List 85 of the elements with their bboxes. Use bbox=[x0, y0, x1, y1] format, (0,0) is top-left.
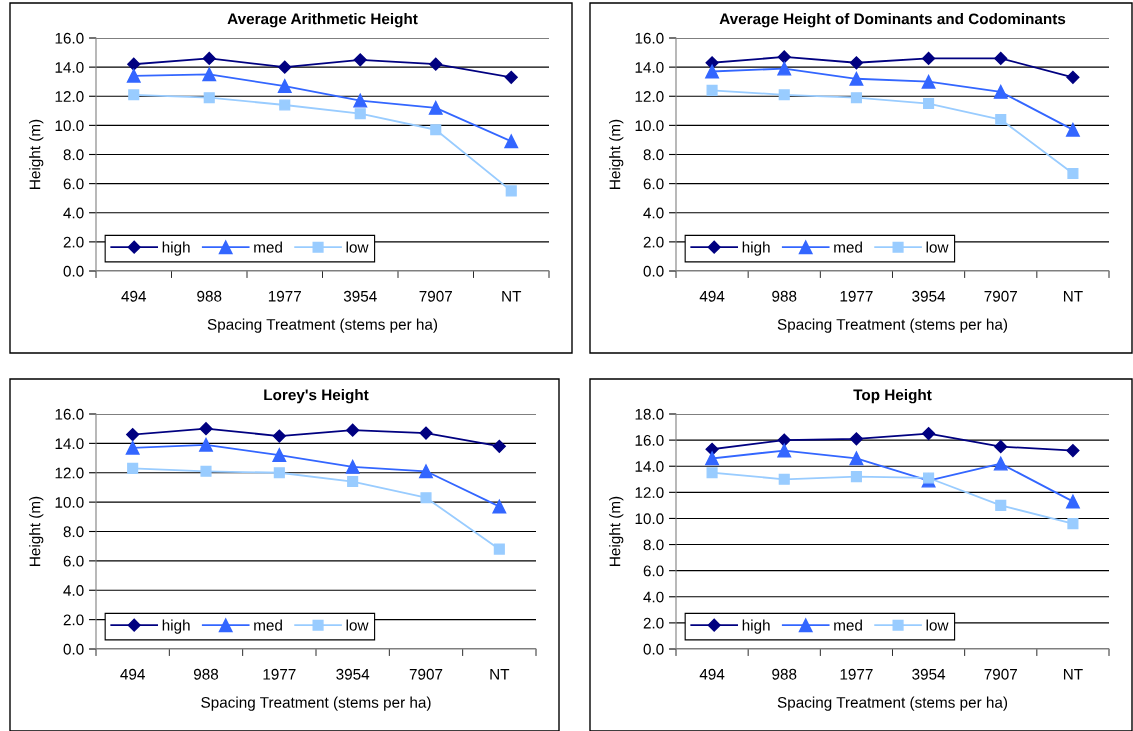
legend-label: low bbox=[346, 619, 369, 631]
y-tick-label: 8.0 bbox=[63, 526, 84, 538]
y-tick-label: 10.0 bbox=[55, 120, 84, 132]
x-tick-label: 494 bbox=[699, 290, 725, 302]
y-tick-label: 16.0 bbox=[55, 32, 84, 44]
x-tick-label: 3954 bbox=[343, 290, 377, 302]
y-axis-title: Height (m) bbox=[29, 119, 44, 189]
chart-title: Lorey's Height bbox=[264, 389, 369, 404]
x-tick-label: 988 bbox=[193, 668, 219, 680]
y-tick-label: 14.0 bbox=[55, 61, 84, 73]
x-tick-label: 494 bbox=[120, 668, 145, 680]
legend-label: high bbox=[742, 619, 770, 634]
y-tick-label: 14.0 bbox=[55, 438, 84, 450]
y-tick-label: 4.0 bbox=[643, 591, 664, 603]
x-tick-label: 7907 bbox=[419, 290, 452, 302]
legend-label: med bbox=[834, 619, 862, 631]
y-tick-label: 12.0 bbox=[635, 91, 664, 102]
y-tick-label: 12.0 bbox=[55, 91, 84, 102]
y-axis-title: Height (m) bbox=[609, 119, 624, 189]
legend-label: high bbox=[162, 241, 190, 256]
legend-label: low bbox=[346, 241, 369, 253]
legend-label: med bbox=[254, 619, 282, 631]
x-tick-label: 988 bbox=[772, 668, 797, 680]
chart-title: Top Height bbox=[853, 389, 932, 404]
y-tick-label: 16.0 bbox=[635, 434, 664, 446]
x-axis-title: Spacing Treatment (stems per ha) bbox=[207, 318, 438, 333]
x-axis-title: Spacing Treatment (stems per ha) bbox=[777, 696, 1008, 711]
y-tick-label: 8.0 bbox=[643, 149, 664, 161]
y-tick-label: 0.0 bbox=[643, 265, 664, 277]
y-axis-title: Height (m) bbox=[29, 496, 44, 566]
y-tick-label: 14.0 bbox=[635, 461, 664, 472]
y-tick-label: 8.0 bbox=[643, 539, 664, 551]
y-tick-label: 12.0 bbox=[55, 467, 84, 479]
x-tick-label: 1977 bbox=[840, 668, 873, 680]
y-tick-label: 16.0 bbox=[635, 32, 664, 44]
y-tick-label: 4.0 bbox=[63, 585, 84, 596]
y-tick-label: 2.0 bbox=[643, 617, 664, 629]
x-tick-label: 494 bbox=[121, 290, 147, 302]
x-tick-label: 3954 bbox=[336, 668, 370, 680]
x-axis-title: Spacing Treatment (stems per ha) bbox=[201, 696, 431, 711]
x-tick-label: 1977 bbox=[840, 290, 873, 302]
y-tick-label: 8.0 bbox=[63, 149, 84, 161]
x-tick-label: 494 bbox=[699, 668, 725, 680]
x-tick-label: 3954 bbox=[912, 668, 946, 680]
x-tick-label: 7907 bbox=[984, 290, 1017, 302]
y-tick-label: 18.0 bbox=[635, 408, 664, 420]
legend-label: med bbox=[834, 241, 862, 253]
y-tick-label: 0.0 bbox=[63, 643, 84, 655]
y-tick-label: 4.0 bbox=[63, 207, 84, 219]
y-tick-label: 6.0 bbox=[63, 178, 84, 190]
x-tick-label: 7907 bbox=[409, 668, 443, 680]
legend-label: low bbox=[926, 241, 949, 253]
y-tick-label: 2.0 bbox=[63, 236, 84, 248]
y-tick-label: 6.0 bbox=[643, 565, 664, 577]
x-tick-label: NT bbox=[502, 291, 522, 302]
y-tick-label: 2.0 bbox=[63, 614, 84, 626]
x-tick-label: 1977 bbox=[268, 290, 301, 302]
y-tick-label: 4.0 bbox=[643, 207, 664, 219]
x-tick-label: 1977 bbox=[263, 668, 296, 680]
x-tick-label: 3954 bbox=[912, 290, 946, 302]
x-tick-label: NT bbox=[1063, 291, 1083, 302]
y-tick-label: 10.0 bbox=[55, 496, 84, 508]
y-tick-label: 14.0 bbox=[635, 61, 664, 73]
x-tick-label: NT bbox=[1063, 669, 1083, 680]
y-tick-label: 10.0 bbox=[635, 513, 664, 525]
y-tick-label: 10.0 bbox=[635, 120, 664, 132]
y-tick-label: 0.0 bbox=[643, 643, 664, 655]
y-tick-label: 6.0 bbox=[643, 178, 664, 190]
y-tick-label: 2.0 bbox=[643, 236, 664, 248]
y-tick-label: 16.0 bbox=[55, 408, 84, 420]
legend-label: high bbox=[742, 241, 770, 256]
y-tick-label: 6.0 bbox=[63, 555, 84, 567]
x-tick-label: 988 bbox=[197, 290, 222, 302]
x-tick-label: NT bbox=[490, 669, 510, 680]
x-tick-label: 7907 bbox=[984, 668, 1017, 680]
y-tick-label: 12.0 bbox=[635, 487, 664, 499]
y-axis-title: Height (m) bbox=[609, 496, 624, 566]
legend-label: med bbox=[254, 241, 282, 253]
y-tick-label: 0.0 bbox=[63, 265, 84, 277]
legend-label: high bbox=[162, 619, 190, 634]
x-tick-label: 988 bbox=[772, 290, 797, 302]
legend-label: low bbox=[926, 619, 949, 631]
chart-title: Average Arithmetic Height bbox=[227, 13, 418, 28]
chart-title: Average Height of Dominants and Codominants bbox=[719, 13, 1066, 28]
x-axis-title: Spacing Treatment (stems per ha) bbox=[777, 318, 1008, 333]
